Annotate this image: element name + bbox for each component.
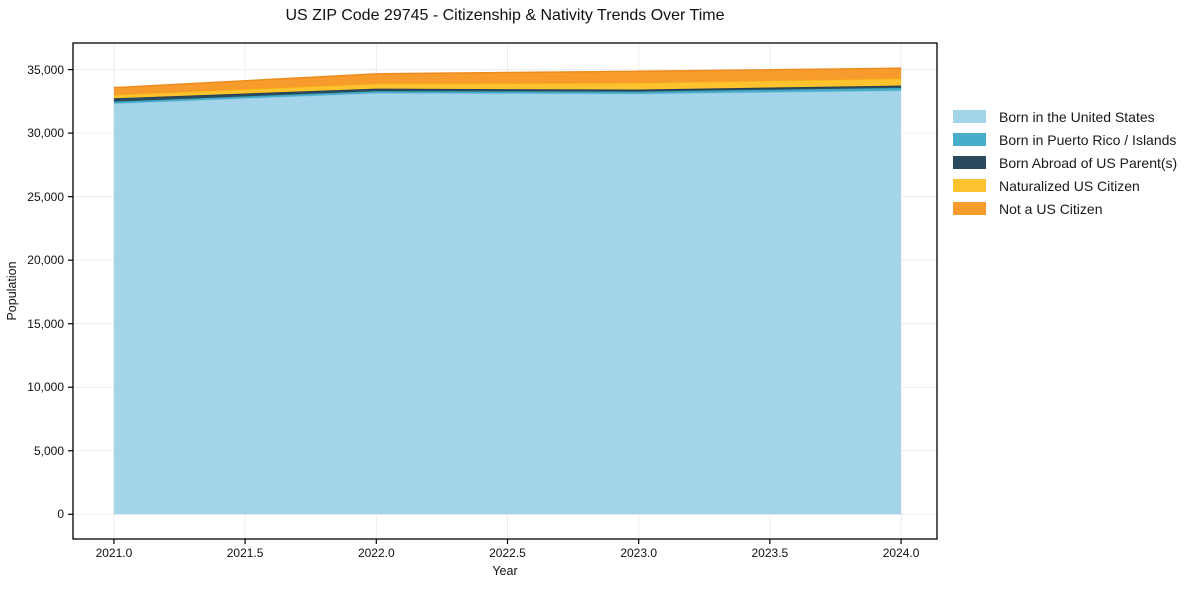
- legend-item-not-a-us-citizen: Not a US Citizen: [953, 197, 1177, 220]
- legend-item-born-abroad-of-us-parent-s: Born Abroad of US Parent(s): [953, 151, 1177, 174]
- x-tick-label: 2021.0: [95, 546, 133, 560]
- axis-frame: [72, 42, 938, 540]
- x-tick-label: 2023.5: [751, 546, 789, 560]
- legend-item-born-in-puerto-rico-islands: Born in Puerto Rico / Islands: [953, 128, 1177, 151]
- x-tick-label: 2024.0: [882, 546, 920, 560]
- legend-swatch: [953, 202, 986, 215]
- area-born-in-the-united-states: [113, 90, 902, 515]
- area-naturalized-us-citizen: [113, 78, 902, 99]
- y-tick-label: 0: [57, 507, 64, 522]
- y-tick-label: 25,000: [27, 189, 64, 204]
- legend-label: Born Abroad of US Parent(s): [999, 154, 1178, 171]
- x-tick-label: 2022.5: [489, 546, 526, 560]
- x-axis-label: Year: [492, 564, 518, 578]
- legend-swatch: [953, 110, 986, 123]
- legend-item-born-in-the-united-states: Born in the United States: [953, 105, 1177, 128]
- legend-swatch: [953, 133, 986, 146]
- legend-label: Born in the United States: [999, 108, 1155, 125]
- x-tick-label: 2021.5: [226, 546, 264, 560]
- y-tick-label: 5,000: [33, 443, 64, 458]
- legend-label: Naturalized US Citizen: [999, 177, 1140, 194]
- y-tick-label: 15,000: [27, 316, 64, 331]
- legend-label: Born in Puerto Rico / Islands: [999, 131, 1177, 148]
- legend-item-naturalized-us-citizen: Naturalized US Citizen: [953, 174, 1177, 197]
- legend-swatch: [953, 179, 986, 192]
- chart-title: US ZIP Code 29745 - Citizenship & Nativi…: [285, 7, 725, 24]
- legend-label: Not a US Citizen: [999, 200, 1103, 217]
- y-tick-label: 20,000: [27, 253, 64, 268]
- area-not-a-us-citizen: [113, 68, 902, 95]
- legend: Born in the United States Born in Puerto …: [953, 105, 1177, 220]
- x-tick-label: 2023.0: [620, 546, 658, 560]
- area-born-abroad-of-us-parent-s: [113, 85, 902, 102]
- y-tick-label: 10,000: [27, 380, 64, 395]
- legend-swatch: [953, 156, 986, 169]
- area-born-in-puerto-rico-islands: [113, 87, 902, 104]
- area-edge-not-a-us-citizen: [113, 67, 902, 89]
- x-tick-label: 2022.0: [357, 546, 395, 560]
- y-tick-label: 35,000: [27, 62, 64, 77]
- y-tick-label: 30,000: [27, 126, 64, 141]
- y-axis-label: Population: [5, 261, 19, 321]
